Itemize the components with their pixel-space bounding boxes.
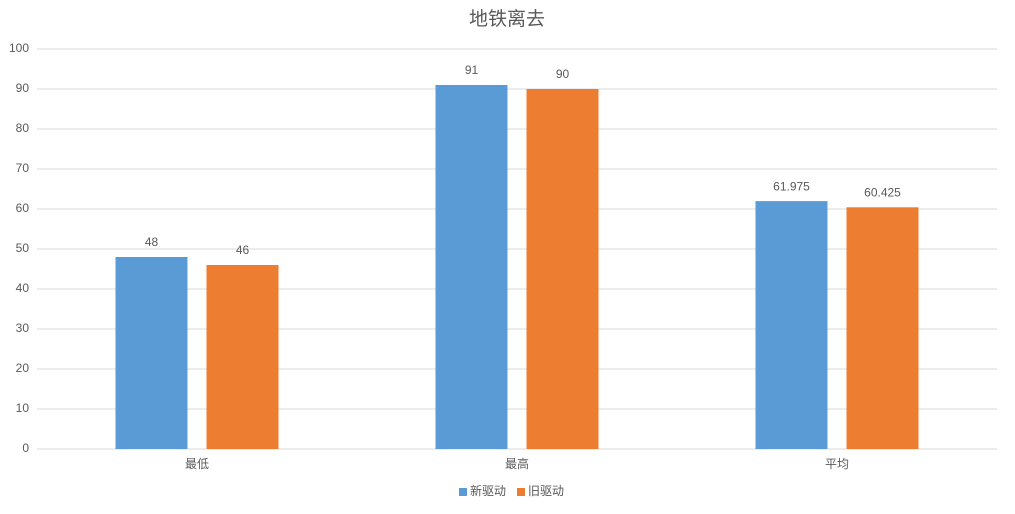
data-label: 91: [465, 63, 479, 77]
y-tick-label: 10: [16, 401, 30, 415]
bar: [846, 207, 919, 449]
data-label: 61.975: [773, 179, 810, 193]
bar: [206, 265, 279, 449]
x-tick-label: 最低: [185, 457, 209, 471]
bar: [115, 257, 188, 449]
bar: [526, 89, 599, 449]
legend-label: 新驱动: [470, 483, 506, 498]
chart-title: 地铁离去: [469, 8, 545, 30]
y-tick-label: 0: [22, 441, 29, 455]
data-label: 48: [145, 235, 159, 249]
y-tick-label: 100: [9, 41, 29, 55]
data-label: 60.425: [864, 185, 901, 199]
y-tick-label: 80: [16, 121, 30, 135]
data-label: 46: [236, 243, 250, 257]
legend-swatch: [459, 488, 467, 496]
bar: [435, 85, 508, 449]
legend-swatch: [517, 488, 525, 496]
x-tick-label: 最高: [505, 456, 529, 471]
y-tick-label: 20: [16, 361, 30, 375]
y-tick-label: 50: [16, 241, 30, 255]
legend-label: 旧驱动: [528, 484, 564, 498]
y-tick-label: 60: [16, 201, 30, 215]
data-label: 90: [556, 67, 570, 81]
y-tick-label: 40: [16, 281, 30, 295]
y-tick-label: 90: [16, 81, 30, 95]
x-tick-label: 平均: [825, 457, 849, 471]
y-tick-label: 30: [16, 321, 30, 335]
y-tick-label: 70: [16, 161, 30, 175]
bar: [755, 201, 828, 449]
